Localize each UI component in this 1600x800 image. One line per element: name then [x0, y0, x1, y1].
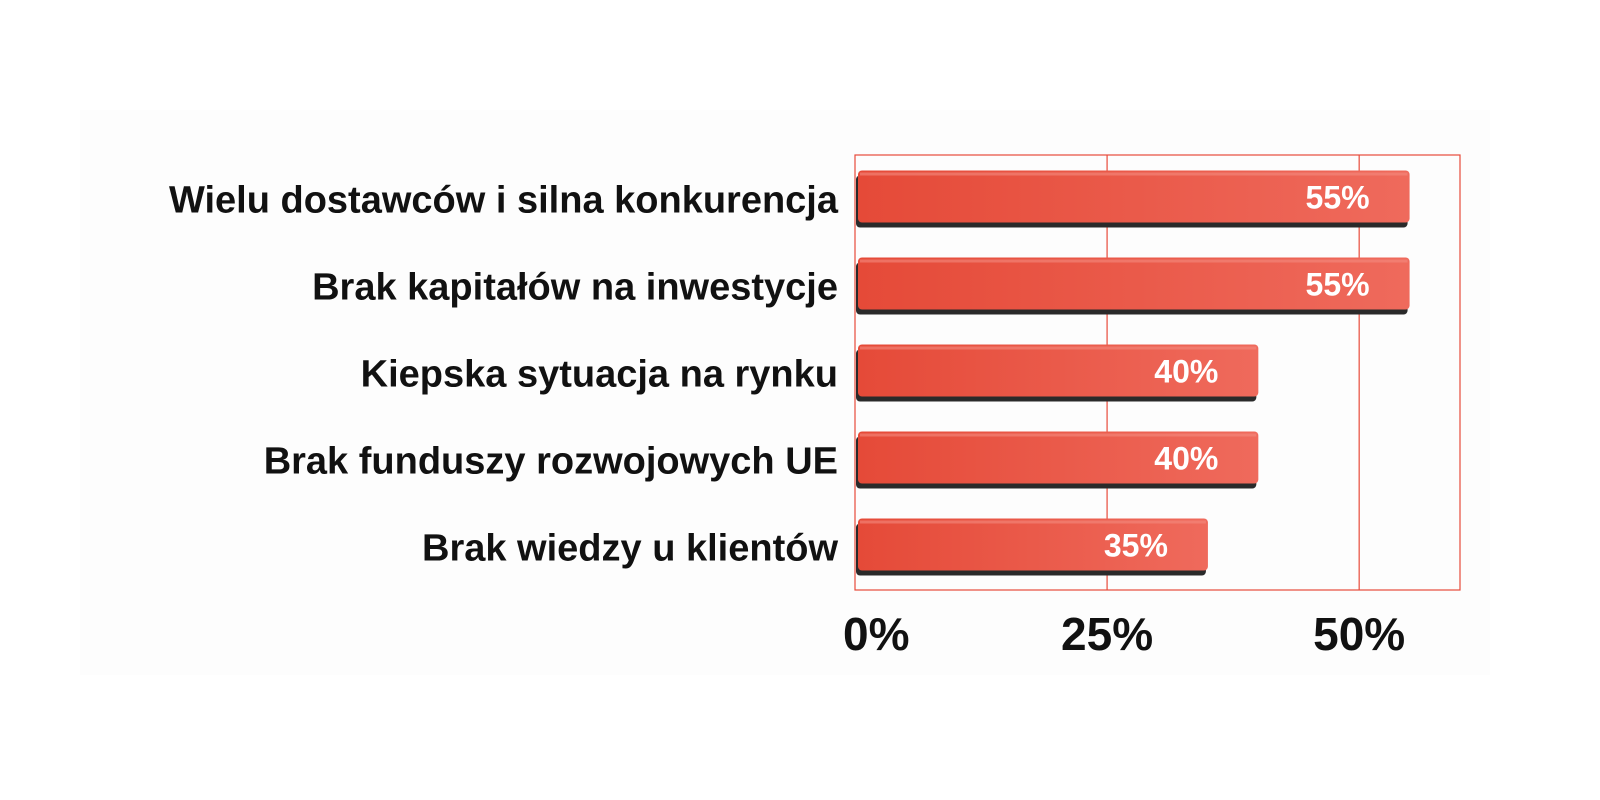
category-labels: Wielu dostawców i silna konkurencja Brak … [169, 180, 839, 570]
bar [858, 518, 1208, 571]
bar [858, 257, 1410, 310]
category-label: Brak kapitałów na inwestycje [312, 267, 838, 309]
category-label: Wielu dostawców i silna konkurencja [169, 180, 839, 222]
category-label: Brak wiedzy u klientów [422, 528, 838, 570]
bars: 55% 55% 40% 40% 35% [856, 170, 1410, 576]
bar-highlight [860, 520, 1206, 524]
x-tick-label: 25% [1061, 608, 1153, 660]
x-axis-tick-labels: 0% 25% 50% [843, 608, 1405, 660]
bar-value-label: 55% [1306, 267, 1370, 303]
category-label: Brak funduszy rozwojowych UE [264, 441, 838, 483]
bar [858, 431, 1259, 484]
bar-value-label: 40% [1154, 354, 1218, 390]
bar-highlight [860, 433, 1257, 437]
x-tick-label: 0% [843, 608, 909, 660]
bar [858, 170, 1410, 223]
x-tick-label: 50% [1313, 608, 1405, 660]
bar-value-label: 35% [1104, 528, 1168, 564]
bar-highlight [860, 346, 1257, 350]
bar-highlight [860, 259, 1408, 263]
bar-value-label: 40% [1154, 441, 1218, 477]
plot-area-border [854, 154, 1461, 591]
category-label: Kiepska sytuacja na rynku [361, 354, 838, 396]
bar [858, 344, 1259, 397]
bar-highlight [860, 172, 1408, 176]
bar-value-label: 55% [1306, 180, 1370, 216]
